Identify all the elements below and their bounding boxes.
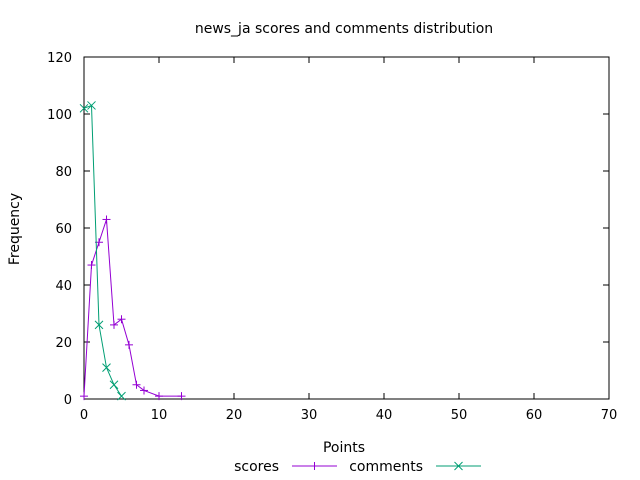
scores-data-point — [177, 392, 186, 401]
comments-data-point — [117, 391, 126, 401]
x-tick-label: 30 — [301, 408, 318, 423]
scores-data-point — [155, 392, 163, 401]
comments-legend-marker — [454, 461, 463, 471]
comments-data-point — [87, 101, 96, 110]
x-tick-label: 50 — [451, 408, 468, 423]
plot-area — [79, 101, 186, 401]
chart-title: news_ja scores and comments distribution — [195, 21, 493, 37]
plot-frame — [83, 56, 610, 400]
y-tick-label: 20 — [55, 336, 72, 351]
comments-data-point — [94, 320, 104, 330]
comments-legend-label: comments — [349, 459, 423, 475]
y-tick-label: 100 — [47, 108, 72, 123]
scores-data-point — [140, 386, 148, 395]
scores-legend-marker — [310, 462, 319, 470]
scores-data-point — [80, 392, 88, 401]
scores-data-point — [87, 261, 96, 270]
comments-data-point — [109, 380, 119, 390]
comments-data-point — [102, 363, 111, 373]
scores-data-point — [102, 215, 111, 224]
comments-data-point — [79, 103, 89, 113]
x-tick-label: 0 — [80, 408, 88, 423]
scores-legend-label: scores — [234, 459, 279, 475]
scores-data-point — [117, 315, 126, 324]
y-tick-label: 0 — [64, 393, 72, 408]
y-tick-label: 40 — [55, 279, 72, 294]
x-axis: 0 10 20 30 40 50 60 70 — [80, 57, 617, 423]
y-axis-label: Frequency — [7, 193, 23, 265]
x-tick-label: 10 — [151, 408, 168, 423]
legend: scores comments — [234, 459, 481, 475]
scores-data-point — [110, 320, 118, 329]
y-tick-label: 60 — [55, 222, 72, 237]
x-axis-label: Points — [323, 440, 365, 456]
x-tick-label: 20 — [226, 408, 243, 423]
y-axis: 0 20 40 60 80 100 120 — [47, 51, 609, 408]
x-tick-label: 60 — [526, 408, 543, 423]
scores-data-point — [132, 380, 141, 389]
x-tick-label: 40 — [376, 408, 393, 423]
y-tick-label: 80 — [55, 165, 72, 180]
comments-series-line — [83, 104, 122, 397]
x-tick-label: 70 — [601, 408, 618, 423]
scores-data-point — [125, 340, 133, 349]
y-tick-label: 120 — [47, 51, 72, 66]
